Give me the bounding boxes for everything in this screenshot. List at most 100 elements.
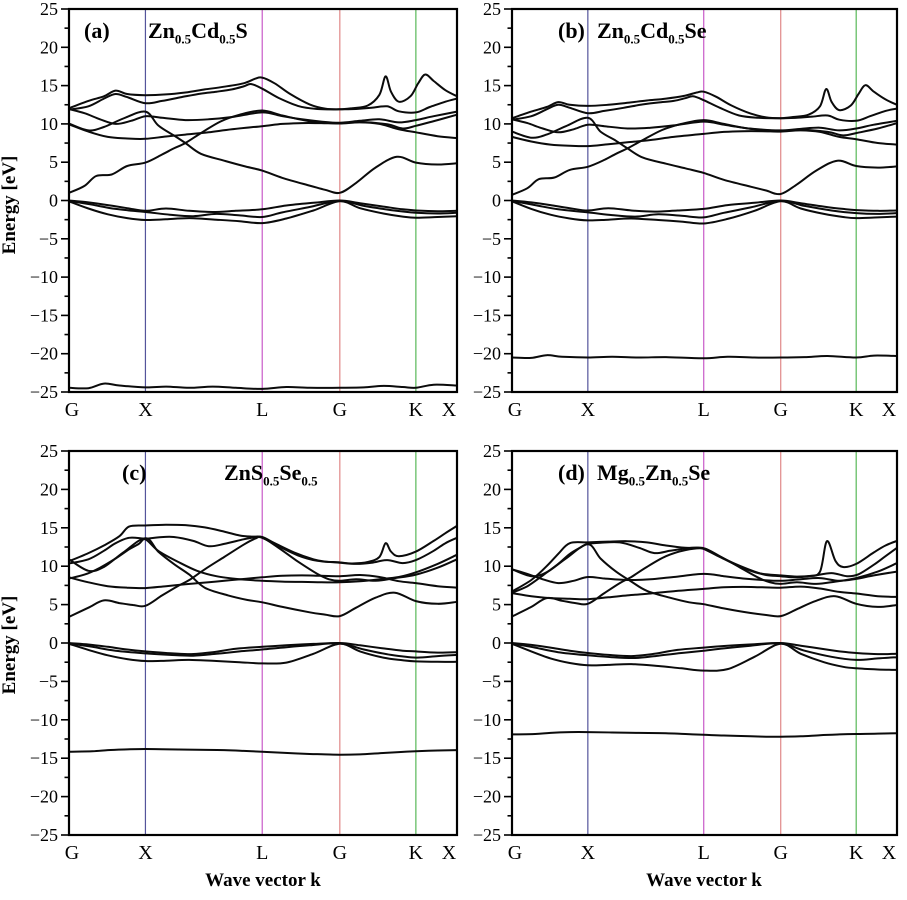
band-valence-3 bbox=[68, 200, 458, 225]
k-label-x: X bbox=[581, 842, 596, 864]
band-deep-anion-s bbox=[511, 354, 898, 360]
y-tick-label: −25 bbox=[30, 382, 58, 402]
y-tick-label: −25 bbox=[473, 382, 501, 402]
y-tick-label: 15 bbox=[40, 518, 58, 538]
k-label-l: L bbox=[698, 842, 710, 864]
y-tick-label: 20 bbox=[483, 479, 501, 499]
y-tick-label: −10 bbox=[473, 710, 501, 730]
band-upper-3 bbox=[68, 108, 458, 125]
band-upper-2 bbox=[68, 83, 458, 114]
panel-b: (b) Zn0.5Cd0.5Se bbox=[512, 9, 897, 392]
panel-letter-a: (a) bbox=[84, 18, 110, 43]
y-tick-label: 25 bbox=[40, 441, 58, 461]
band-conduction-2 bbox=[68, 537, 458, 618]
panel-letter-c: (c) bbox=[122, 460, 147, 485]
y-tick-label: −10 bbox=[473, 267, 501, 287]
y-tick-label: −10 bbox=[30, 267, 58, 287]
k-label-l: L bbox=[256, 399, 268, 421]
band-upper-1 bbox=[68, 73, 458, 111]
band-upper-1 bbox=[511, 84, 898, 120]
y-tick-label: −15 bbox=[473, 748, 501, 768]
y-tick-label: 20 bbox=[40, 37, 58, 57]
k-label-g: G bbox=[774, 399, 788, 421]
y-tick-label: 0 bbox=[492, 191, 501, 211]
y-tick-label: 20 bbox=[483, 37, 501, 57]
k-label-l: L bbox=[698, 399, 710, 421]
k-label-k: K bbox=[409, 399, 424, 421]
y-tick-label: 15 bbox=[483, 518, 501, 538]
y-tick-label: 10 bbox=[483, 114, 501, 134]
panel-title-a: Zn0.5Cd0.5S bbox=[148, 18, 248, 47]
panel-d: (d) Mg0.5Zn0.5Se bbox=[512, 451, 897, 835]
band-valence-2 bbox=[511, 642, 898, 661]
k-label-x: X bbox=[442, 399, 457, 421]
band-conduction-1 bbox=[68, 535, 458, 618]
k-label-g: G bbox=[333, 399, 347, 421]
y-tick-label: 25 bbox=[483, 441, 501, 461]
y-tick-label: 15 bbox=[40, 76, 58, 96]
y-tick-label: 0 bbox=[49, 191, 58, 211]
y-tick-label: −20 bbox=[30, 787, 58, 807]
k-label-k: K bbox=[409, 842, 424, 864]
y-axis-label-top-row: Energy [eV] bbox=[0, 155, 20, 255]
band-valence-3 bbox=[511, 642, 898, 672]
band-valence-3 bbox=[68, 642, 458, 665]
band-conduction-3 bbox=[511, 129, 898, 148]
y-tick-label: −5 bbox=[39, 229, 58, 249]
y-tick-label: 10 bbox=[40, 114, 58, 134]
band-valence-1 bbox=[68, 641, 458, 656]
k-label-g: G bbox=[333, 842, 347, 864]
y-tick-label: −5 bbox=[482, 671, 501, 691]
k-label-k: K bbox=[849, 842, 864, 864]
band-valence-1 bbox=[511, 199, 898, 213]
band-valence-2 bbox=[68, 199, 458, 219]
y-tick-label: 15 bbox=[483, 76, 501, 96]
band-deep-anion-s bbox=[68, 748, 458, 756]
y-axis-label-bottom-row: Energy [eV] bbox=[0, 595, 20, 695]
k-label-x: X bbox=[882, 842, 897, 864]
band-upper-2 bbox=[511, 541, 898, 594]
band-deep-anion-s bbox=[68, 382, 458, 390]
k-label-x: X bbox=[138, 842, 153, 864]
band-valence-2 bbox=[68, 642, 458, 659]
band-conduction-3 bbox=[68, 573, 458, 590]
panel-title-b: Zn0.5Cd0.5Se bbox=[597, 18, 707, 47]
y-tick-label: −20 bbox=[473, 344, 501, 364]
y-tick-label: 5 bbox=[49, 152, 58, 172]
k-label-x: X bbox=[138, 399, 153, 421]
band-valence-3 bbox=[511, 200, 898, 225]
panel-title-c: ZnS0.5Se0.5 bbox=[224, 460, 318, 489]
y-tick-label: 25 bbox=[40, 0, 58, 19]
panel-a: (a) Zn0.5Cd0.5S bbox=[69, 9, 457, 392]
panel-c: (c) ZnS0.5Se0.5 bbox=[69, 451, 457, 835]
band-conduction-2 bbox=[68, 110, 458, 195]
y-tick-label: 5 bbox=[492, 595, 501, 615]
k-label-g: G bbox=[774, 842, 788, 864]
k-label-x: X bbox=[442, 842, 457, 864]
k-label-x: X bbox=[882, 399, 897, 421]
band-valence-1 bbox=[511, 641, 898, 658]
y-tick-label: −25 bbox=[30, 825, 58, 845]
k-label-g: G bbox=[508, 399, 522, 421]
k-label-k: K bbox=[849, 399, 864, 421]
band-conduction-3 bbox=[511, 585, 898, 601]
y-tick-label: 0 bbox=[492, 633, 501, 653]
band-conduction-2 bbox=[511, 116, 898, 196]
panel-title-d: Mg0.5Zn0.5Se bbox=[597, 460, 711, 489]
y-tick-label: −25 bbox=[473, 825, 501, 845]
y-tick-label: −15 bbox=[30, 748, 58, 768]
y-tick-label: 10 bbox=[40, 556, 58, 576]
y-tick-label: 10 bbox=[483, 556, 501, 576]
y-tick-label: 5 bbox=[492, 152, 501, 172]
band-upper-3 bbox=[511, 568, 898, 585]
band-deep-anion-s bbox=[511, 731, 898, 738]
panel-letter-d: (d) bbox=[558, 460, 585, 485]
y-tick-label: 5 bbox=[49, 595, 58, 615]
y-tick-label: 20 bbox=[40, 479, 58, 499]
